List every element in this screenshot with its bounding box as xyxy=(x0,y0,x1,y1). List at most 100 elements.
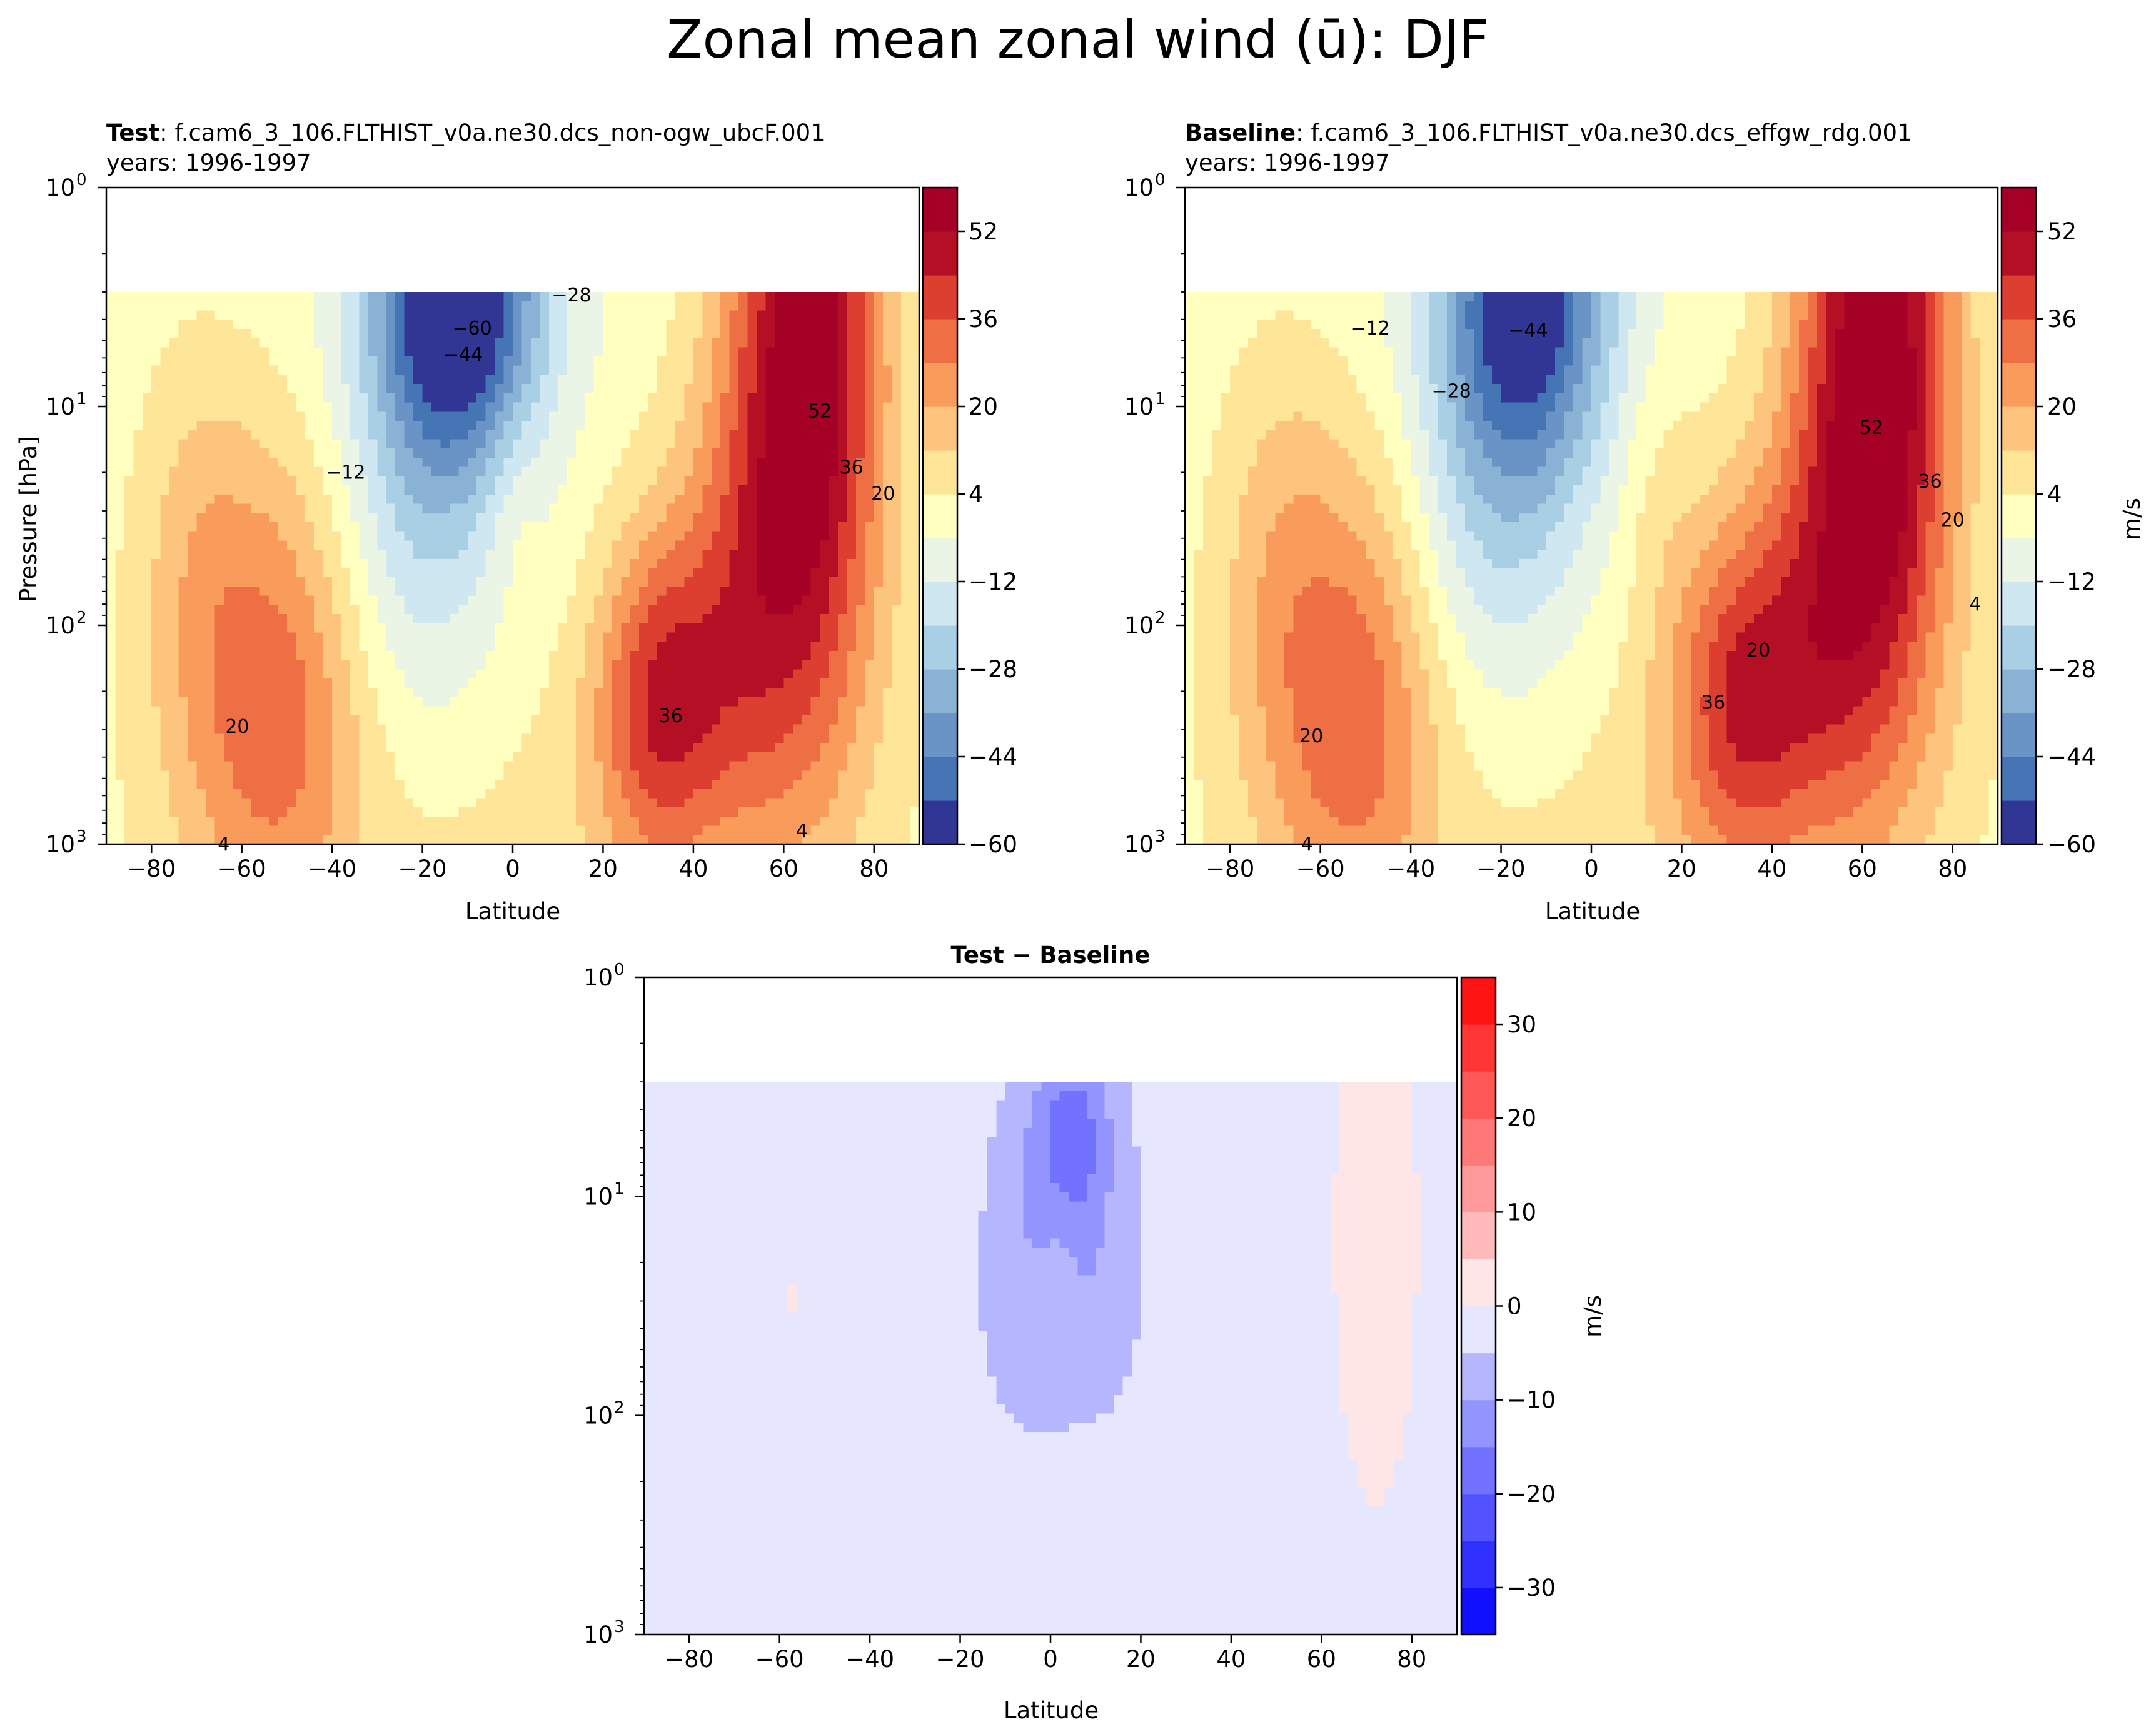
field-cell xyxy=(467,503,478,513)
field-cell xyxy=(774,301,785,311)
field-cell xyxy=(458,485,468,495)
field-cell xyxy=(286,752,297,762)
field-cell xyxy=(305,558,315,569)
field-cell xyxy=(548,494,559,505)
field-cell xyxy=(440,522,450,532)
field-cell xyxy=(431,439,441,449)
field-cell xyxy=(738,421,748,431)
field-cell xyxy=(368,301,378,311)
field-cell xyxy=(503,669,513,679)
field-cell xyxy=(530,421,541,431)
field-cell xyxy=(413,485,423,495)
field-cell xyxy=(603,586,613,597)
field-cell xyxy=(259,439,270,449)
field-cell xyxy=(855,393,866,403)
field-cell xyxy=(440,605,450,615)
field-cell xyxy=(711,439,722,449)
field-cell xyxy=(630,752,640,762)
field-cell xyxy=(630,375,640,385)
field-cell xyxy=(205,439,216,449)
field-cell xyxy=(332,402,342,413)
field-cell xyxy=(124,595,134,606)
field-cell xyxy=(278,650,288,661)
field-cell xyxy=(160,623,170,633)
field-cell xyxy=(404,550,414,560)
field-cell xyxy=(847,779,857,790)
field-cell xyxy=(151,669,161,679)
field-cell xyxy=(693,365,703,376)
field-cell xyxy=(142,393,153,403)
field-cell xyxy=(621,614,631,624)
field-cell xyxy=(269,384,279,394)
field-cell xyxy=(341,310,351,320)
field-cell xyxy=(142,411,153,421)
field-cell xyxy=(621,724,631,735)
field-cell xyxy=(621,733,631,744)
field-cell xyxy=(188,328,198,339)
field-cell xyxy=(296,724,306,735)
field-cell xyxy=(847,476,857,486)
field-cell xyxy=(585,513,595,523)
field-cell xyxy=(476,503,486,513)
field-cell xyxy=(540,577,550,587)
field-cell xyxy=(323,789,333,799)
field-cell xyxy=(883,568,893,578)
field-cell xyxy=(269,632,279,643)
field-cell xyxy=(847,310,857,320)
field-cell xyxy=(820,779,830,790)
field-cell xyxy=(467,375,478,385)
field-cell xyxy=(305,678,315,688)
field-cell xyxy=(829,706,839,716)
field-cell xyxy=(196,550,206,560)
field-cell xyxy=(377,770,387,780)
field-cell xyxy=(386,687,396,698)
field-cell xyxy=(675,320,685,330)
field-cell xyxy=(865,595,875,606)
field-cell xyxy=(693,733,703,744)
field-cell xyxy=(223,301,234,311)
field-cell xyxy=(314,770,324,780)
field-cell xyxy=(458,558,468,569)
field-cell xyxy=(341,586,351,597)
field-cell xyxy=(810,743,820,753)
field-cell xyxy=(341,320,351,330)
field-cell xyxy=(838,558,848,569)
field-cell xyxy=(241,531,251,542)
field-cell xyxy=(603,697,613,707)
field-cell xyxy=(341,678,351,688)
field-cell xyxy=(838,513,848,523)
field-cell xyxy=(251,531,261,542)
field-cell xyxy=(142,402,153,413)
field-cell xyxy=(286,743,297,753)
field-cell xyxy=(630,421,640,431)
field-cell xyxy=(223,623,234,633)
field-cell xyxy=(594,347,604,357)
field-cell xyxy=(720,513,730,523)
field-cell xyxy=(214,761,224,772)
field-cell xyxy=(404,706,414,716)
field-cell xyxy=(792,577,803,587)
field-cell xyxy=(377,687,387,698)
field-cell xyxy=(720,743,730,753)
field-cell xyxy=(729,678,739,688)
field-cell xyxy=(594,485,604,495)
field-cell xyxy=(530,550,541,560)
field-cell xyxy=(296,503,306,513)
field-cell xyxy=(160,338,170,348)
field-cell xyxy=(395,798,405,808)
field-cell xyxy=(205,457,216,468)
field-cell xyxy=(196,595,206,606)
field-cell xyxy=(115,531,125,542)
field-cell xyxy=(503,411,513,421)
field-cell xyxy=(395,595,405,606)
field-cell xyxy=(350,614,360,624)
field-cell xyxy=(675,595,685,606)
field-cell xyxy=(188,485,198,495)
field-cell xyxy=(440,457,450,468)
field-cell xyxy=(188,678,198,688)
field-cell xyxy=(395,743,405,753)
field-cell xyxy=(747,466,757,477)
field-cell xyxy=(783,770,793,780)
field-cell xyxy=(314,623,324,633)
field-cell xyxy=(594,411,604,421)
